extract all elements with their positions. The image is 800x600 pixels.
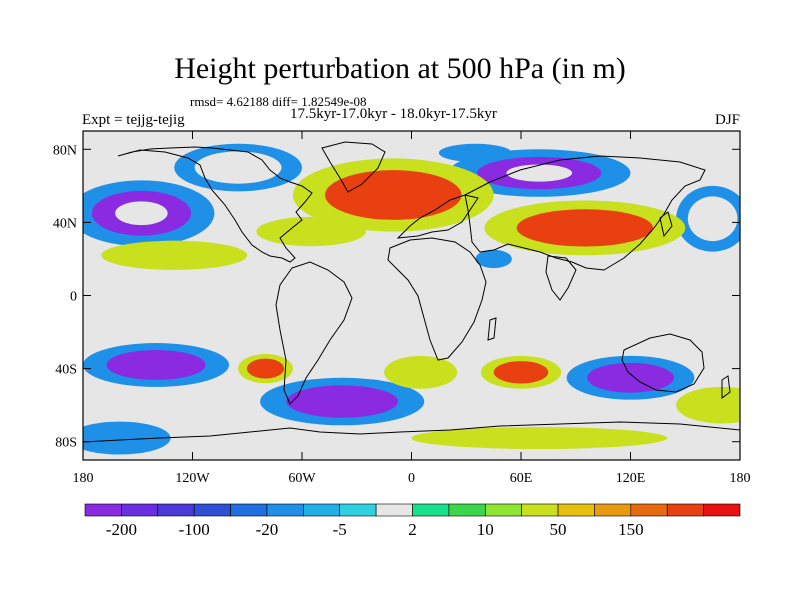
contour-region (83, 343, 229, 387)
colorbar-swatch (630, 503, 668, 517)
contour-region (480, 355, 562, 389)
contour-fill (83, 421, 171, 455)
contour-fill (246, 358, 285, 379)
colorbar-swatch (121, 503, 159, 517)
contour-region (676, 185, 740, 252)
colorbar-label: 10 (477, 520, 494, 539)
contour-region (384, 355, 458, 389)
colorbar-swatch (303, 503, 341, 517)
axis-ticks: 80N 40N 0 40S 80S 180 120W 60W 0 60E 120E 180 (53, 131, 751, 486)
coastline-antarctica (83, 421, 740, 443)
y-tick-label: 80N (53, 143, 77, 158)
colorbar-swatch (375, 503, 413, 517)
colorbar-swatch (666, 503, 704, 517)
contour-fills (83, 143, 740, 455)
coastline-south-america (275, 261, 353, 405)
rmsd-stats: rmsd= 4.62188 diff= 1.82549e-08 (190, 94, 367, 109)
colorbar-swatch (339, 503, 377, 517)
x-tick-label: 60W (288, 471, 316, 486)
coastlines (83, 141, 740, 443)
coastline-greenland (321, 141, 386, 193)
contour-fill (475, 249, 512, 269)
colorbar-label: 150 (618, 520, 644, 539)
y-tick-label: 40S (55, 363, 77, 378)
colorbar-label: 50 (550, 520, 567, 539)
colorbar-swatch (703, 503, 741, 517)
contour-region (256, 216, 366, 247)
contour-region (238, 353, 293, 384)
x-tick-label: 60E (510, 471, 533, 486)
contour-fill (384, 355, 458, 389)
colorbar-swatch (157, 503, 195, 517)
contour-region (83, 180, 215, 247)
colorbar-swatch (193, 503, 231, 517)
contour-region (411, 427, 667, 450)
colorbar-swatch (448, 503, 486, 517)
experiment-label: Expt = tejjg-tejig (82, 112, 185, 128)
x-tick-label: 180 (730, 471, 751, 486)
x-tick-label: 120E (616, 471, 646, 486)
contour-fill (324, 170, 462, 220)
colorbar-swatch (484, 503, 522, 517)
contour-fill (411, 427, 667, 450)
x-tick-label: 120W (175, 471, 210, 486)
contour-region (566, 355, 695, 400)
coastline-australia (621, 333, 705, 393)
x-tick-label: 180 (73, 471, 94, 486)
contour-fill (506, 164, 573, 182)
colorbar-label: -100 (179, 520, 210, 539)
contour-fill (106, 350, 206, 380)
contour-region (292, 158, 494, 232)
contour-fill (493, 361, 549, 384)
x-tick-label: 0 (408, 471, 415, 486)
colorbar-swatch (266, 503, 304, 517)
contour-region (438, 143, 512, 163)
contour-fill (101, 240, 248, 270)
colorbar-label: -5 (333, 520, 347, 539)
coastline-india (545, 255, 577, 301)
colorbar-label: 2 (408, 520, 417, 539)
contour-fill (256, 216, 366, 247)
contour-fill (516, 209, 654, 247)
colorbar-swatch (412, 503, 450, 517)
colorbar: -200 -100 -20 -5 2 10 50 150 (84, 503, 741, 539)
coastline-europe (396, 194, 479, 239)
coastline-north-america (117, 146, 313, 263)
y-tick-label: 0 (70, 290, 77, 305)
contour-region (484, 200, 686, 256)
colorbar-swatch (521, 503, 559, 517)
contour-region (448, 149, 631, 197)
coastline-new-zealand (721, 375, 731, 399)
coastline-asia (464, 155, 706, 271)
colorbar-swatch (557, 503, 595, 517)
contour-region (101, 240, 248, 270)
contour-fill (194, 151, 282, 184)
contour-fill (687, 196, 738, 242)
y-tick-label: 80S (55, 436, 77, 451)
season-label: DJF (714, 112, 740, 128)
colorbar-label: -200 (106, 520, 137, 539)
coastline-madagascar (487, 317, 497, 341)
contour-fill (587, 362, 674, 393)
contour-fill (286, 385, 398, 418)
contour-region (475, 249, 512, 269)
contour-fill (115, 201, 168, 226)
period-label: 17.5kyr-17.0kyr - 18.0kyr-17.5kyr (290, 106, 497, 122)
coastline-africa (387, 237, 487, 361)
coastline-japan (659, 211, 673, 238)
colorbar-swatch (84, 503, 122, 517)
contour-fill (438, 143, 512, 163)
colorbar-label: -20 (256, 520, 279, 539)
colorbar-swatch (230, 503, 268, 517)
contour-region (83, 421, 171, 455)
map-title: Height perturbation at 500 hPa (in m) (174, 52, 626, 85)
y-tick-label: 40N (53, 216, 77, 231)
colorbar-swatch (594, 503, 632, 517)
